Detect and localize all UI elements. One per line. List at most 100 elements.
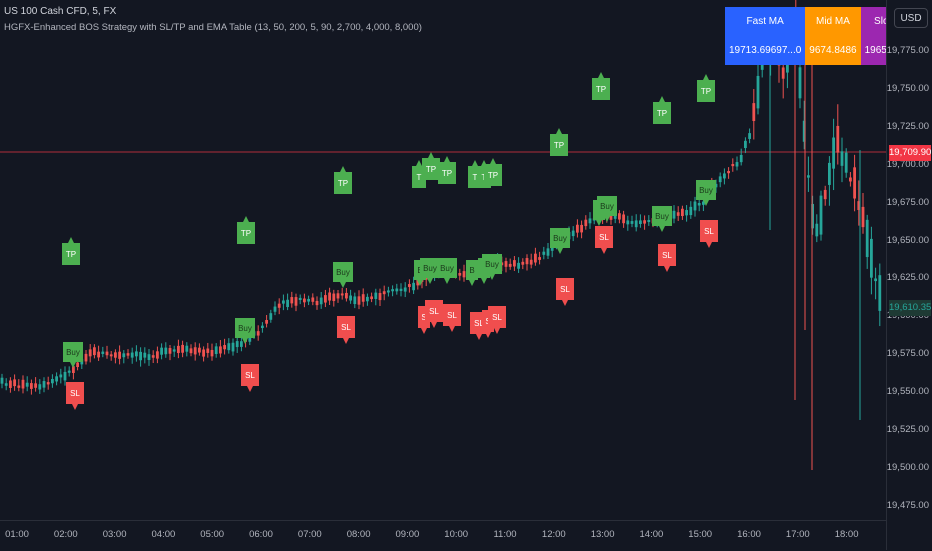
tp-label (438, 156, 456, 184)
candle-body (311, 297, 315, 302)
indicator-title[interactable]: HGFX-Enhanced BOS Strategy with SL/TP an… (4, 22, 422, 33)
indicator-price-label: 19,610.35 (889, 300, 931, 316)
candle-body (84, 353, 88, 362)
candle-body (76, 362, 79, 368)
candle-body (9, 380, 12, 388)
candle-body (378, 293, 382, 301)
candle-body (185, 345, 189, 352)
candle-body (756, 75, 760, 109)
tp-label-text: TP (596, 85, 606, 94)
candle-body (403, 287, 407, 292)
sl-label-text: SL (560, 285, 570, 294)
price-tick: 19,725.00 (886, 120, 929, 132)
candle-body (357, 296, 361, 305)
candle-body (504, 261, 508, 267)
candle-body (693, 201, 697, 211)
time-tick: 10:00 (444, 529, 469, 540)
price-tick: 19,475.00 (886, 499, 929, 511)
candle-body (307, 298, 310, 302)
candle-body (345, 292, 348, 299)
time-tick: 13:00 (590, 529, 615, 540)
time-tick: 15:00 (688, 529, 713, 540)
candle-body (395, 288, 399, 292)
candle-body (521, 261, 525, 265)
sl-label-text: SL (704, 227, 714, 236)
candle-body (269, 313, 273, 320)
sl-label (66, 382, 84, 410)
candle-body (206, 348, 210, 353)
sl-label-text: SL (662, 251, 672, 260)
sl-label-text: SL (341, 323, 351, 332)
buy-label (482, 254, 502, 280)
tp-label (592, 72, 610, 100)
candle-body (626, 220, 630, 225)
tp-label (422, 152, 440, 180)
tp-label-text: TP (338, 179, 348, 188)
tp-label (62, 237, 80, 265)
candle-body (588, 218, 592, 224)
mid-ma-label: Mid MA (805, 7, 861, 36)
price-tick: 19,750.00 (886, 82, 929, 94)
candle-body (391, 289, 394, 292)
time-tick: 07:00 (297, 529, 322, 540)
time-tick: 05:00 (200, 529, 225, 540)
candle-body (857, 201, 861, 211)
price-tick: 19,675.00 (886, 196, 929, 208)
candle-body (647, 219, 651, 223)
candle-body (219, 346, 222, 354)
candle-body (135, 351, 138, 357)
candle-body (72, 366, 75, 373)
candle-body (130, 352, 134, 358)
chart-area[interactable]: TPTPTPTPTPTPTPTTPTPTTTPBuyBuyBuyBuyBuyBu… (0, 0, 886, 520)
fast-ma-label: Fast MA (725, 7, 806, 36)
candle-body (870, 238, 873, 278)
candle-body (164, 347, 168, 355)
candle-body (752, 103, 756, 122)
candle-body (823, 189, 827, 200)
candle-body (340, 293, 344, 296)
candle-body (277, 303, 281, 308)
symbol-title[interactable]: US 100 Cash CFD, 5, FX (4, 6, 117, 17)
candle-body (685, 210, 688, 216)
time-tick: 12:00 (541, 529, 566, 540)
candle-body (672, 210, 676, 219)
price-axis[interactable]: 19,775.00 19,750.00 19,725.00 19,700.00 19,6… (886, 0, 932, 550)
time-tick: 17:00 (785, 529, 810, 540)
candle-body (139, 351, 142, 361)
tp-label (550, 128, 568, 156)
candle-body (609, 212, 613, 220)
sl-label (241, 364, 259, 392)
time-tick: 09:00 (395, 529, 420, 540)
candle-body (336, 293, 340, 299)
time-axis[interactable]: 01:00 02:00 03:00 04:00 05:00 06:00 07:00 08:00… (0, 520, 886, 551)
candle-body (105, 351, 109, 356)
tp-label-text: TP (66, 250, 76, 259)
candle-body (332, 293, 336, 302)
buy-label-text: Buy (600, 202, 614, 211)
currency-button[interactable]: USD (894, 8, 928, 28)
candle-body (294, 297, 298, 306)
candle-body (30, 383, 33, 389)
candle-body (235, 341, 239, 348)
sl-label-text: SL (429, 307, 439, 316)
candle-body (189, 348, 193, 354)
candle-body (802, 120, 806, 142)
candle-body (748, 133, 751, 139)
candle-body (529, 259, 533, 265)
candle-body (416, 278, 420, 286)
buy-label (63, 342, 83, 368)
sl-label (337, 316, 355, 344)
candle-body (261, 325, 264, 329)
candle-body (412, 282, 415, 291)
candle-body (836, 125, 840, 153)
candle-body (290, 297, 294, 304)
candle-body (828, 162, 831, 185)
buy-label-text: Buy (655, 212, 669, 221)
chart-canvas[interactable]: TPTPTPTPTPTPTPTTPTPTTTPBuyBuyBuyBuyBuyBu… (0, 0, 886, 520)
candle-body (193, 347, 197, 355)
candle-body (718, 176, 722, 183)
candle-body (811, 203, 814, 229)
candle-body (63, 371, 67, 381)
buy-label-text: Buy (485, 260, 499, 269)
candle-body (156, 351, 159, 359)
